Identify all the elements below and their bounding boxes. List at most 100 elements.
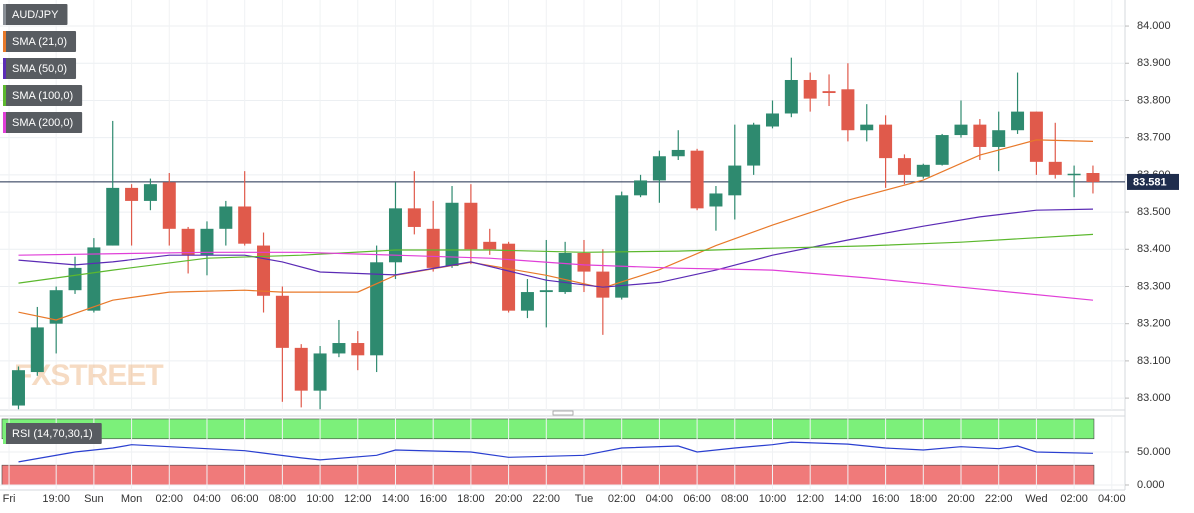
candle-body bbox=[181, 228, 195, 255]
candle-body bbox=[1086, 173, 1100, 182]
candle-body bbox=[257, 245, 271, 296]
lower-band bbox=[1, 464, 1095, 486]
legend-swatch bbox=[3, 112, 6, 133]
candle-body bbox=[652, 156, 666, 181]
candle-body bbox=[125, 187, 139, 201]
legend-label[interactable]: SMA (21,0) bbox=[12, 36, 67, 48]
candle-body bbox=[68, 267, 82, 291]
legend-swatch bbox=[3, 31, 6, 52]
indicator-line bbox=[18, 208, 1094, 288]
y-tick-label: 50.000 bbox=[1137, 446, 1171, 458]
x-tick-label: 02:00 bbox=[608, 493, 636, 505]
legend-swatch bbox=[3, 85, 6, 106]
y-tick-label: 83.300 bbox=[1137, 280, 1171, 292]
last-price-box bbox=[1127, 173, 1179, 190]
candle-body bbox=[143, 184, 157, 201]
y-tick-label: 83.000 bbox=[1137, 392, 1171, 404]
x-tick-label: 19:00 bbox=[42, 493, 70, 505]
candle-body bbox=[841, 89, 855, 131]
legend-label[interactable]: SMA (50,0) bbox=[12, 63, 67, 75]
legend-label[interactable]: AUD/JPY bbox=[12, 9, 59, 21]
x-tick-label: 16:00 bbox=[419, 493, 447, 505]
x-tick-label: Mon bbox=[121, 493, 142, 505]
candle-body bbox=[1029, 111, 1043, 162]
candle-body bbox=[577, 252, 591, 272]
candle-body bbox=[219, 206, 233, 229]
legend-box[interactable] bbox=[3, 112, 83, 133]
x-tick-label: 18:00 bbox=[910, 493, 938, 505]
legend-label[interactable]: SMA (200,0) bbox=[12, 117, 73, 129]
candle-body bbox=[502, 243, 516, 311]
x-tick-label: 20:00 bbox=[947, 493, 975, 505]
y-tick-label: 84.000 bbox=[1137, 20, 1171, 32]
x-tick-label: 12:00 bbox=[344, 493, 372, 505]
x-tick-label: 04:00 bbox=[1098, 493, 1126, 505]
x-tick-label: 14:00 bbox=[382, 493, 410, 505]
candle-body bbox=[370, 262, 384, 356]
x-tick-label: 04:00 bbox=[193, 493, 221, 505]
resize-handle[interactable] bbox=[552, 410, 574, 416]
legend-swatch bbox=[3, 4, 6, 25]
x-tick-label: 08:00 bbox=[269, 493, 297, 505]
x-tick-label: 12:00 bbox=[796, 493, 824, 505]
legend-label[interactable]: SMA (100,0) bbox=[12, 90, 73, 102]
legend-swatch bbox=[3, 58, 6, 79]
x-tick-label: 06:00 bbox=[231, 493, 259, 505]
x-tick-label: 22:00 bbox=[533, 493, 561, 505]
candle-body bbox=[1011, 111, 1025, 131]
indicator-line bbox=[18, 441, 1094, 463]
y-tick-label: 83.500 bbox=[1137, 206, 1171, 218]
candle-body bbox=[935, 135, 949, 165]
candle-body bbox=[238, 206, 252, 244]
candle-body bbox=[426, 228, 440, 268]
y-tick-label: 83.900 bbox=[1137, 57, 1171, 69]
candle-body bbox=[690, 150, 704, 209]
indicator-line bbox=[18, 251, 1094, 301]
last-price-label: 83.581 bbox=[1133, 176, 1167, 188]
x-tick-label: 22:00 bbox=[985, 493, 1013, 505]
candle-body bbox=[275, 295, 289, 348]
x-tick-label: 14:00 bbox=[834, 493, 862, 505]
legend-box[interactable] bbox=[3, 58, 77, 79]
overlay: 83.00083.10083.20083.30083.40083.50083.6… bbox=[3, 4, 1179, 505]
candle-body bbox=[615, 195, 629, 298]
x-tick-label: 18:00 bbox=[457, 493, 485, 505]
candle-body bbox=[1048, 161, 1062, 175]
x-tick-label: 04:00 bbox=[646, 493, 674, 505]
candle-body bbox=[407, 208, 421, 227]
legend-box[interactable] bbox=[3, 85, 83, 106]
x-tick-label: 10:00 bbox=[759, 493, 787, 505]
legend-box[interactable] bbox=[3, 4, 68, 25]
candle-body bbox=[351, 343, 365, 356]
rsi-legend-swatch bbox=[3, 423, 6, 444]
candle-body bbox=[634, 180, 648, 196]
y-tick-label: 0.000 bbox=[1137, 479, 1165, 491]
candle-body bbox=[11, 370, 25, 406]
candle-body bbox=[388, 208, 402, 263]
rsi-legend-label[interactable]: RSI (14,70,30,1) bbox=[12, 428, 93, 440]
price-panel: FXSTREET bbox=[0, 0, 1125, 410]
y-tick-label: 83.400 bbox=[1137, 243, 1171, 255]
candle-body bbox=[49, 290, 63, 324]
x-tick-label: 08:00 bbox=[721, 493, 749, 505]
candle-body bbox=[803, 79, 817, 99]
candle-body bbox=[520, 292, 534, 311]
y-tick-label: 83.100 bbox=[1137, 355, 1171, 367]
rsi-panel bbox=[0, 416, 1125, 490]
x-tick-label: 02:00 bbox=[1060, 493, 1088, 505]
candle-body bbox=[332, 343, 346, 354]
candle-body bbox=[87, 247, 101, 311]
candle-body bbox=[558, 252, 572, 293]
rsi-legend-box[interactable] bbox=[3, 423, 102, 444]
candle-body bbox=[313, 353, 327, 391]
candle-body bbox=[30, 327, 44, 373]
legend-box[interactable] bbox=[3, 31, 77, 52]
candle-body bbox=[973, 124, 987, 147]
indicator-line bbox=[18, 233, 1094, 284]
x-tick-label: 20:00 bbox=[495, 493, 523, 505]
candle-body bbox=[916, 164, 930, 177]
candle-body bbox=[200, 228, 214, 255]
x-tick-label: 16:00 bbox=[872, 493, 900, 505]
candle-body bbox=[294, 347, 308, 391]
